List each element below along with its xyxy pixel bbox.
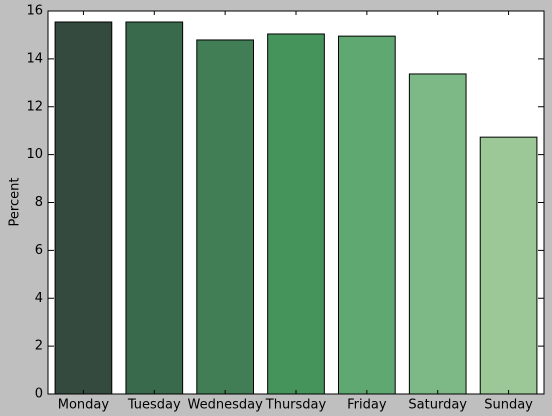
x-tick-label: Friday — [347, 398, 387, 413]
y-axis-label: Percent — [8, 178, 23, 227]
y-tick-label: 16 — [26, 4, 43, 19]
y-tick-label: 10 — [26, 147, 43, 162]
y-tick-label: 8 — [35, 195, 43, 210]
x-tick-label: Wednesday — [188, 398, 264, 413]
plot-frame — [47, 10, 545, 395]
bar — [196, 39, 254, 395]
y-tick-label: 12 — [26, 99, 43, 114]
x-tick-label: Sunday — [484, 398, 533, 413]
x-tick-label: Saturday — [408, 398, 467, 413]
x-tick-label: Monday — [58, 398, 110, 413]
bar — [408, 73, 467, 395]
bar — [479, 136, 538, 395]
y-tick-label: 0 — [35, 387, 43, 402]
bar — [338, 35, 396, 395]
bar — [54, 21, 113, 395]
y-tick-label: 14 — [26, 51, 43, 66]
x-tick-label: Tuesday — [127, 398, 181, 413]
bar — [125, 21, 184, 395]
y-tick-label: 6 — [35, 243, 43, 258]
bar — [267, 33, 325, 395]
x-tick-label: Thursday — [265, 398, 327, 413]
y-tick-label: 2 — [35, 339, 43, 354]
y-tick-label: 4 — [35, 291, 43, 306]
